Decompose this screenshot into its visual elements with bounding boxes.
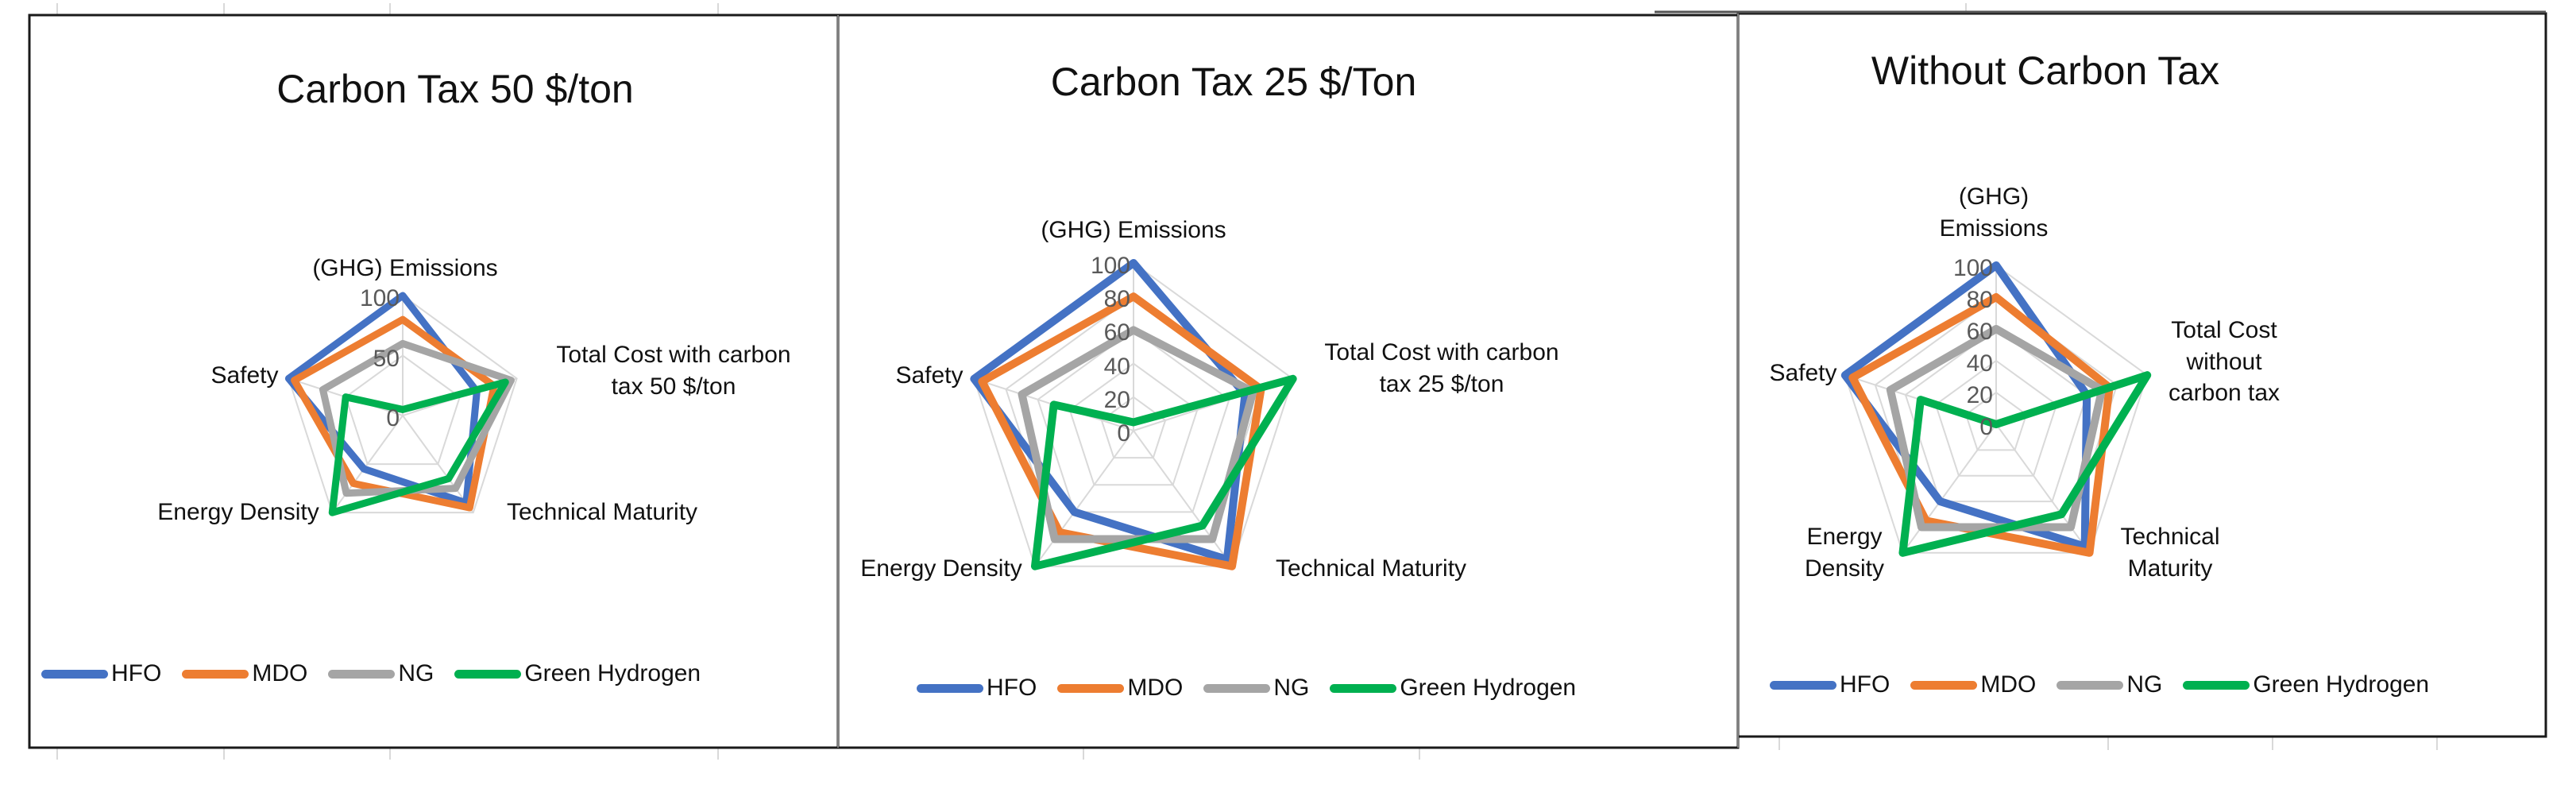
- radial-tick-label: 100: [359, 285, 400, 311]
- axis-label-total-cost: Total Cost with carbon tax 50 $/ton: [556, 342, 791, 400]
- axis-label-safety: Safety: [1769, 360, 1837, 386]
- axis-label-ghg: (GHG) Emissions: [312, 255, 498, 281]
- legend-line-icon: [182, 669, 249, 679]
- radial-tick-label: 60: [1966, 319, 1993, 345]
- chart-legend: HFO MDO NG Green Hydrogen: [1770, 671, 2429, 698]
- radial-tick-label: 0: [1979, 414, 1993, 440]
- radial-tick-label: 20: [1966, 382, 1993, 408]
- radial-tick-label: 0: [386, 405, 400, 431]
- legend-item-green-hydrogen[interactable]: Green Hydrogen: [454, 660, 701, 687]
- radial-tick-label: 40: [1966, 350, 1993, 377]
- legend-line-icon: [1203, 683, 1271, 693]
- axis-label-technical-maturity: Technical Maturity: [506, 499, 698, 525]
- legend-line-icon: [917, 683, 983, 693]
- axis-label-technical-maturity: Technical Maturity: [1275, 555, 1467, 582]
- legend-item-green-hydrogen[interactable]: Green Hydrogen: [2183, 671, 2429, 698]
- axis-label-total-cost: Total Cost without carbon tax: [2168, 317, 2281, 407]
- axis-label-safety: Safety: [895, 362, 964, 389]
- axis-label-ghg: (GHG) Emissions: [1939, 184, 2049, 242]
- legend-item-hfo[interactable]: HFO: [41, 660, 161, 687]
- chart-title: Without Carbon Tax: [1871, 48, 2220, 93]
- radial-tick-label: 100: [1090, 253, 1130, 279]
- legend-item-ng[interactable]: NG: [328, 660, 434, 687]
- legend-line-icon: [454, 669, 522, 679]
- legend-item-hfo[interactable]: HFO: [1770, 671, 1890, 698]
- legend-line-icon: [1330, 683, 1397, 693]
- legend-item-mdo[interactable]: MDO: [1910, 671, 2036, 698]
- legend-item-green-hydrogen[interactable]: Green Hydrogen: [1330, 675, 1576, 702]
- radial-tick-label: 60: [1103, 319, 1130, 346]
- sheet-gridline-ticks: [56, 3, 2438, 760]
- axis-label-safety: Safety: [210, 362, 279, 389]
- radial-tick-label: 80: [1103, 286, 1130, 313]
- radial-tick-label: 100: [1952, 255, 1993, 281]
- legend-item-hfo[interactable]: HFO: [917, 675, 1037, 702]
- radial-tick-label: 80: [1966, 287, 1993, 313]
- chart-legend: HFO MDO NG Green Hydrogen: [41, 660, 701, 687]
- legend-line-icon: [1910, 680, 1978, 690]
- legend-line-icon: [1770, 680, 1836, 690]
- legend-line-icon: [1057, 683, 1125, 693]
- radial-tick-label: 20: [1103, 386, 1130, 413]
- axis-label-ghg: (GHG) Emissions: [1041, 217, 1226, 243]
- legend-line-icon: [328, 669, 396, 679]
- legend-line-icon: [41, 669, 108, 679]
- legend-line-icon: [2183, 680, 2250, 690]
- axis-label-technical-maturity: Technical Maturity: [2120, 524, 2220, 582]
- axis-label-total-cost: Total Cost with carbon tax 25 $/ton: [1324, 339, 1559, 397]
- legend-item-ng[interactable]: NG: [2057, 671, 2162, 698]
- chart-title: Carbon Tax 25 $/Ton: [1050, 60, 1417, 104]
- radial-tick-label: 50: [373, 345, 400, 372]
- legend-item-ng[interactable]: NG: [1203, 675, 1309, 702]
- axis-label-energy-density: Energy Density: [157, 499, 319, 525]
- chart-legend: HFO MDO NG Green Hydrogen: [917, 675, 1576, 702]
- axis-label-energy-density: Energy Density: [860, 555, 1022, 582]
- radial-tick-label: 40: [1103, 353, 1130, 380]
- legend-item-mdo[interactable]: MDO: [1057, 675, 1183, 702]
- radial-tick-label: 0: [1117, 420, 1130, 447]
- legend-item-mdo[interactable]: MDO: [182, 660, 307, 687]
- axis-label-energy-density: Energy Density: [1804, 524, 1885, 582]
- chart-title: Carbon Tax 50 $/ton: [276, 67, 634, 111]
- legend-line-icon: [2057, 680, 2124, 690]
